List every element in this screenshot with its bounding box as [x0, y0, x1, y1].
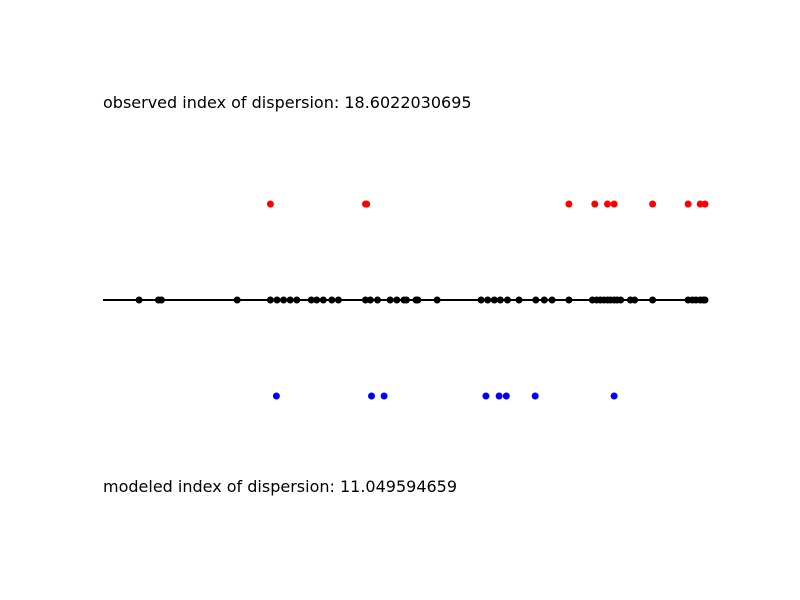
point-upper-5 [604, 200, 611, 208]
point-middle-30 [532, 296, 540, 304]
point-middle-5 [273, 296, 281, 304]
point-lower-4 [495, 392, 503, 400]
point-middle-27 [496, 296, 504, 304]
point-middle-44 [631, 296, 639, 304]
point-middle-26 [490, 296, 498, 304]
point-middle-6 [280, 296, 288, 304]
point-middle-29 [515, 296, 523, 304]
observed-dispersion-label: observed index of dispersion: 18.6022030… [103, 93, 472, 112]
point-lower-2 [380, 392, 388, 400]
point-middle-51 [701, 296, 709, 304]
point-upper-9 [696, 200, 704, 208]
point-middle-7 [286, 296, 294, 304]
point-upper-8 [684, 200, 692, 208]
point-middle-18 [393, 296, 401, 304]
point-middle-22 [414, 296, 422, 304]
point-middle-14 [362, 296, 369, 304]
modeled-dispersion-label: modeled index of dispersion: 11.04959465… [103, 477, 457, 496]
point-middle-33 [565, 296, 573, 304]
point-middle-4 [266, 296, 274, 304]
point-middle-24 [477, 296, 485, 304]
point-upper-0 [266, 200, 274, 208]
point-middle-0 [135, 296, 143, 304]
point-upper-6 [610, 200, 618, 208]
point-middle-31 [540, 296, 548, 304]
point-middle-3 [233, 296, 241, 304]
point-lower-7 [610, 392, 618, 400]
point-lower-6 [531, 392, 539, 400]
point-middle-8 [293, 296, 301, 304]
point-upper-4 [591, 200, 599, 208]
point-middle-2 [157, 296, 165, 304]
point-middle-13 [334, 296, 342, 304]
point-middle-15 [366, 296, 374, 304]
point-middle-23 [433, 296, 441, 304]
point-lower-5 [502, 392, 510, 400]
point-middle-20 [402, 296, 410, 304]
point-middle-17 [386, 296, 394, 304]
point-upper-10 [701, 200, 709, 208]
point-middle-32 [548, 296, 556, 304]
point-lower-3 [482, 392, 490, 400]
point-upper-2 [363, 200, 371, 208]
point-middle-16 [374, 296, 381, 304]
point-middle-25 [484, 296, 492, 304]
point-marks [135, 200, 709, 400]
point-upper-7 [649, 200, 657, 208]
point-middle-12 [328, 296, 336, 304]
point-middle-10 [313, 296, 321, 304]
point-middle-45 [649, 296, 657, 304]
point-middle-28 [504, 296, 511, 304]
point-upper-3 [565, 200, 573, 208]
point-middle-11 [319, 296, 327, 304]
point-lower-0 [272, 392, 280, 400]
point-lower-1 [368, 392, 375, 400]
point-middle-9 [307, 296, 315, 304]
point-middle-42 [617, 296, 625, 304]
